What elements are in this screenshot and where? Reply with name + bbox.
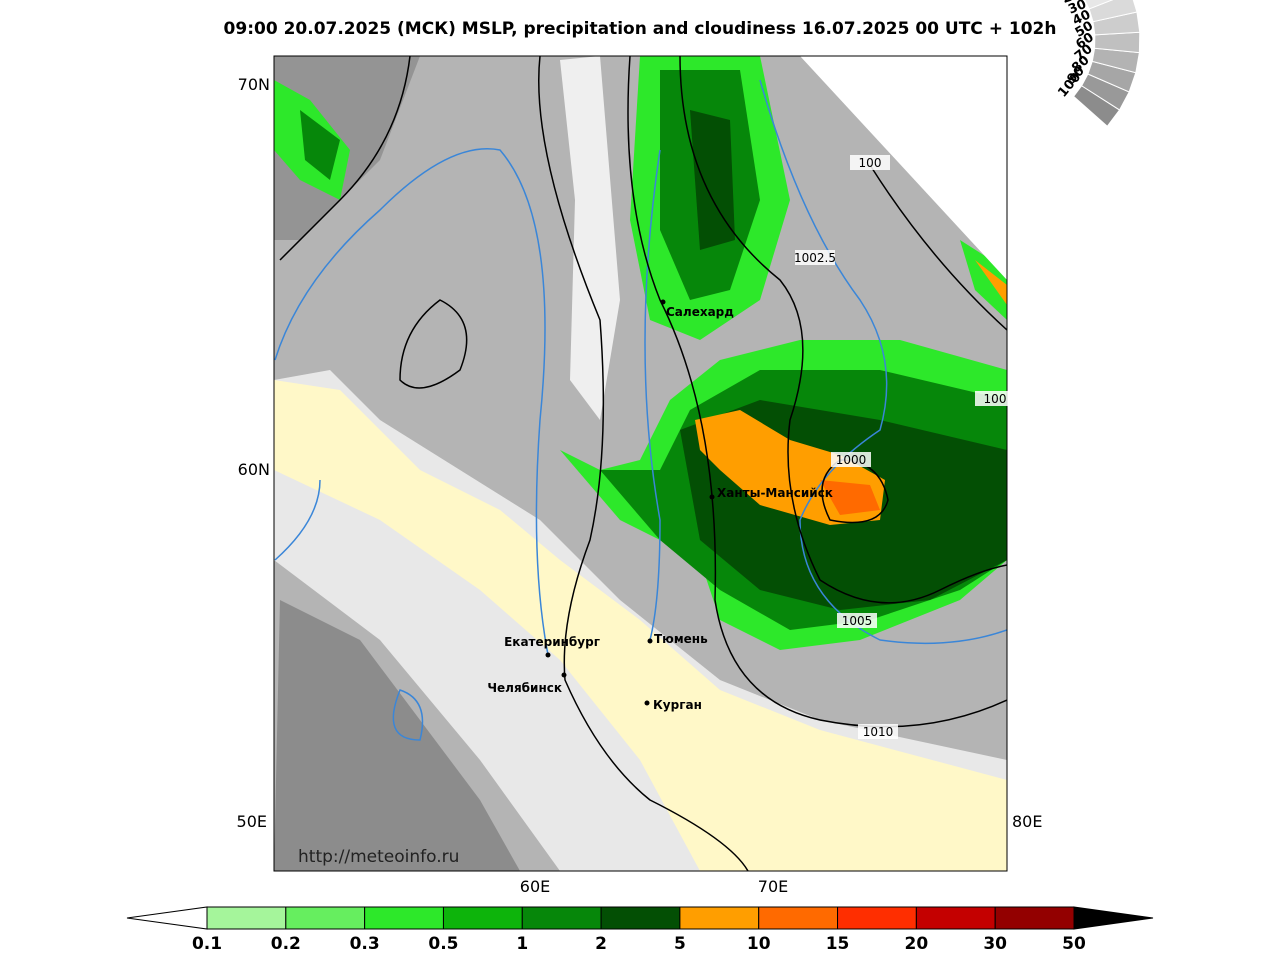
lat-label: 70N xyxy=(238,75,270,94)
colorbar-tick-label: 5 xyxy=(674,934,686,954)
lon-label: 80E xyxy=(1012,812,1042,831)
cloud-scale-label: 20 xyxy=(1061,0,1083,7)
colorbar-bin xyxy=(442,906,523,930)
isobar-label: 1010 xyxy=(863,725,894,739)
colorbar-tick-label: 10 xyxy=(747,934,771,954)
cloud-scale: 1009080706050403020 xyxy=(1055,0,1141,127)
city-label: Ханты-Мансийск xyxy=(717,486,833,500)
city-dot xyxy=(545,652,551,658)
city-dot xyxy=(660,299,666,305)
isobar-label-bg xyxy=(837,613,877,628)
colorbar-tick-label: 30 xyxy=(983,934,1007,954)
map-background xyxy=(274,56,1007,871)
colorbar-bin xyxy=(285,906,366,930)
lon-label: 60E xyxy=(520,877,550,896)
city-label: Салехард xyxy=(666,305,734,319)
isobar-label-bg xyxy=(831,452,871,467)
colorbar-bin xyxy=(206,906,287,930)
isobar-label-bg xyxy=(795,250,835,265)
isobar-label: 1002.5 xyxy=(794,251,836,265)
isobar-label: 100 xyxy=(859,156,882,170)
map-frame xyxy=(273,55,1008,872)
isobar-label-bg xyxy=(850,155,890,170)
lon-label: 50E xyxy=(237,812,267,831)
colorbar-tick-label: 1 xyxy=(516,934,528,954)
city-dot xyxy=(709,494,715,500)
colorbar-bin xyxy=(994,906,1075,930)
colorbar-tick-label: 15 xyxy=(826,934,850,954)
isobar-label: 1000 xyxy=(836,453,867,467)
colorbar-tick-label: 20 xyxy=(905,934,929,954)
cities: Салехард Ханты-Мансийск Екатеринбург Тюмень… xyxy=(487,299,833,712)
city-label: Екатеринбург xyxy=(504,635,600,649)
city-dot xyxy=(644,700,650,706)
colorbar-bin xyxy=(837,906,917,930)
lon-label: 70E xyxy=(758,877,788,896)
isobar-label-bg xyxy=(975,391,1015,406)
colorbar-tick-label: 2 xyxy=(595,934,607,954)
colorbar-bin xyxy=(521,906,602,930)
isobar-label: 100 xyxy=(984,392,1007,406)
colorbar-bin xyxy=(600,906,681,930)
isobar-label: 1005 xyxy=(842,614,873,628)
colorbar: 0.1 0.2 0.3 0.5 1 2 5 10 15 20 30 50 xyxy=(126,906,1154,954)
colorbar-bin xyxy=(758,906,839,930)
city-dot xyxy=(561,672,567,678)
title: 09:00 20.07.2025 (МСК) MSLP, precipitati… xyxy=(224,19,1057,39)
url: http://meteoinfo.ru xyxy=(298,847,459,867)
colorbar-tick-label: 0.1 xyxy=(192,934,222,954)
colorbar-tick-label: 0.2 xyxy=(271,934,301,954)
colorbar-under xyxy=(126,906,208,930)
lat-label: 60N xyxy=(238,460,270,479)
colorbar-bin xyxy=(679,906,760,930)
colorbar-bin xyxy=(915,906,996,930)
city-dot xyxy=(647,638,653,644)
city-label: Тюмень xyxy=(654,632,708,646)
city-label: Челябинск xyxy=(487,681,562,695)
cloud-scale-cell xyxy=(1088,0,1138,23)
colorbar-over xyxy=(1073,906,1154,930)
colorbar-bin xyxy=(364,906,444,930)
colorbar-tick-label: 0.5 xyxy=(428,934,458,954)
colorbar-tick-label: 0.3 xyxy=(350,934,380,954)
city-label: Курган xyxy=(653,698,702,712)
cloud-scale-cell xyxy=(1084,0,1114,10)
isobar-label-bg xyxy=(858,724,898,739)
colorbar-tick-label: 50 xyxy=(1062,934,1086,954)
isobar-labels: 100 1002.5 100 1000 1005 1010 xyxy=(794,155,1015,739)
cloud-scale-label: 40 xyxy=(1070,7,1093,28)
